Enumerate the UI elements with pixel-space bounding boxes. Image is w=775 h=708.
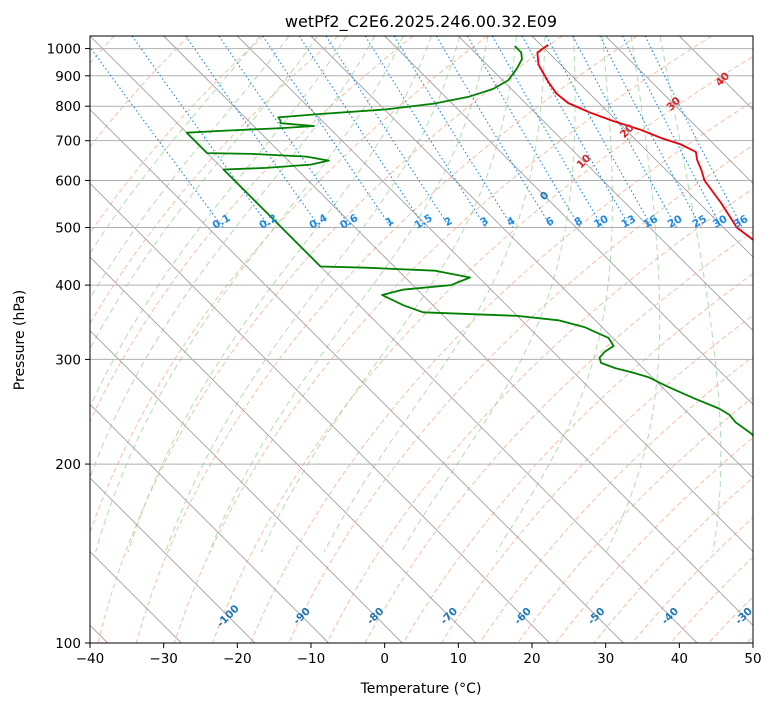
mixing-ratio-line: [90, 46, 224, 228]
moist-adiabat-line: [605, 36, 661, 553]
dry-adiabat-line: [212, 55, 753, 643]
isotherm-line: [458, 36, 753, 332]
moist-adiabat-line: [90, 36, 376, 479]
moist-adiabat-line: [90, 36, 290, 300]
mixing-ratio-line: [599, 36, 702, 228]
isotherm-line: [90, 403, 329, 643]
mixing-ratio-line: [435, 36, 552, 228]
x-tick-label: 40: [671, 651, 688, 667]
dry-adiabat-line: [90, 36, 190, 148]
dry-adiabat-line: [440, 314, 753, 643]
moist-adiabat-line: [260, 36, 517, 553]
mixing-ratio-line: [364, 36, 487, 228]
series-layer: [185, 44, 753, 438]
isotherm-line: [531, 36, 753, 258]
dry-adiabat-line: [90, 36, 339, 325]
x-tick-label: −40: [76, 651, 105, 667]
moist-adiabat-line: [659, 36, 722, 553]
isotherm-line: [310, 36, 753, 479]
isotherm-line: [605, 36, 753, 184]
dry-adiabat-line: [326, 188, 753, 643]
y-tick-label: 700: [55, 134, 81, 150]
mixing-ratio-line: [298, 36, 426, 228]
y-tick-label: 600: [55, 173, 81, 189]
grid-layer: [90, 36, 753, 643]
dry-adiabat-line: [250, 100, 753, 643]
moist-adiabat-line: [95, 36, 404, 553]
mixing-ratio-line: [545, 36, 653, 228]
x-tick-label: −20: [223, 651, 252, 667]
isotherm-line: [384, 36, 753, 405]
y-tick-label: 1000: [47, 42, 81, 58]
mixing-ratio-line: [325, 36, 451, 228]
isotherm-line: [237, 36, 753, 553]
chart-title: wetPf2_C2E6.2025.246.00.32.E09: [285, 12, 557, 32]
moist-adiabat-line: [323, 36, 546, 553]
x-tick-label: −30: [149, 651, 178, 667]
y-tick-label: 400: [55, 278, 81, 294]
x-tick-label: 50: [744, 651, 761, 667]
dry-adiabat-line: [479, 355, 753, 643]
dry-adiabat-line: [402, 272, 753, 643]
y-tick-label: 800: [55, 99, 81, 115]
mixing-ratio-line: [131, 36, 271, 228]
x-tick-label: 20: [523, 651, 540, 667]
dry-adiabat-line: [90, 36, 488, 534]
dry-adiabat-line: [173, 36, 712, 643]
mixing-ratio-line: [218, 36, 352, 228]
moist-adiabat-line: [90, 36, 347, 408]
axes-layer: −40 −30 −20 −10 0 10 20 30 40 50 100 200 300 400 500 60…: [47, 42, 762, 667]
plot-frame: [89, 35, 754, 644]
dewpoint-profile-line: [185, 45, 753, 438]
isotherm-line: [90, 256, 477, 643]
mixing-ratio-line: [185, 36, 321, 228]
moist-adiabat-line: [90, 36, 319, 350]
moist-adiabat-line: [495, 36, 613, 553]
isotherm-line: [90, 109, 624, 643]
dry-adiabat-line: [288, 144, 753, 643]
y-axis-label: Pressure (hPa): [12, 290, 28, 390]
x-tick-label: 0: [380, 651, 389, 667]
isotherm-line: [90, 330, 403, 643]
dry-adiabat-line: [517, 396, 753, 643]
isotherm-line: [90, 182, 550, 643]
dry-adiabat-line: [135, 36, 638, 643]
dry-adiabat-line: [90, 36, 414, 423]
y-tick-label: 200: [55, 457, 81, 473]
x-tick-label: −10: [297, 651, 326, 667]
moist-adiabat-line: [165, 36, 461, 553]
x-axis-label: Temperature (°C): [360, 681, 482, 697]
dry-adiabat-line: [97, 36, 563, 643]
y-tick-label: 900: [55, 69, 81, 85]
moist-adiabat-line: [400, 36, 576, 553]
dry-adiabat-line: [593, 477, 753, 643]
x-tick-label: 30: [597, 651, 614, 667]
moist-adiabat-line: [127, 36, 432, 553]
temperature-profile-line: [536, 44, 753, 241]
moist-adiabat-line: [90, 36, 261, 255]
y-tick-label: 500: [55, 221, 81, 237]
isotherm-line: [163, 36, 753, 626]
isotherm-line: [90, 477, 256, 643]
mixing-ratio-line: [572, 36, 677, 228]
y-tick-label: 100: [55, 636, 81, 652]
y-tick-label: 300: [55, 352, 81, 368]
x-tick-label: 10: [450, 651, 467, 667]
mixing-ratio-line: [262, 36, 392, 228]
